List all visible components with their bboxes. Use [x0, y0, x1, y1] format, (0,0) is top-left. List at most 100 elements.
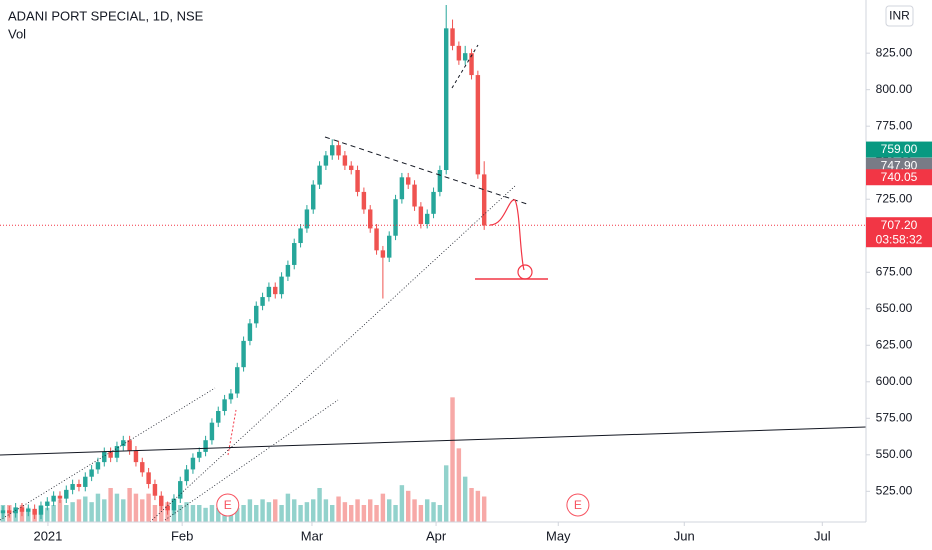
candle-body [184, 469, 189, 482]
volume-bar [184, 502, 189, 522]
candle-body [209, 422, 215, 441]
candle-body [285, 264, 291, 277]
candle-body [7, 510, 12, 514]
horizontal-trend-line [0, 426, 867, 456]
freehand [489, 199, 525, 271]
candle-body [431, 191, 436, 214]
candle-body [159, 495, 164, 506]
candle-body [361, 191, 367, 210]
candle-body [197, 451, 202, 458]
price-tag [866, 141, 932, 158]
volume-bar [178, 505, 183, 522]
candle-body [481, 174, 487, 226]
trend-line [0, 387, 216, 521]
volume-bar [254, 505, 259, 522]
candle-body [450, 28, 455, 46]
candle-body [190, 457, 196, 470]
volume-bar [475, 490, 481, 522]
volume-bar [399, 485, 405, 522]
volume-bar [330, 505, 335, 522]
candle-body [475, 75, 481, 175]
volume-bar [424, 499, 430, 522]
volume-label: Vol [8, 26, 26, 41]
candle-body [380, 250, 386, 258]
candle-body [51, 495, 56, 502]
y-tick-label: 525.00 [876, 484, 913, 498]
price-tag [866, 169, 932, 186]
candle-body [469, 53, 474, 76]
candle-body [76, 484, 82, 487]
candle-body [336, 145, 341, 156]
candle-body [127, 440, 132, 451]
candle-body [203, 440, 208, 452]
candle-body [386, 235, 392, 258]
candle-body [349, 165, 354, 171]
candle-body [241, 340, 246, 368]
candle-body [57, 495, 63, 499]
candle-body [108, 451, 113, 458]
candle-body [171, 498, 177, 511]
volume-bar [279, 505, 284, 522]
candle-body [374, 228, 379, 251]
y-tick-label: 725.00 [876, 191, 913, 205]
y-tick-label: 625.00 [876, 337, 913, 351]
currency-label[interactable]: INR [889, 9, 910, 23]
volume-bar [57, 499, 63, 522]
currency-badge[interactable] [885, 5, 914, 27]
volume-bar [260, 499, 265, 522]
volume-bar [203, 507, 208, 522]
earnings-marker [216, 493, 240, 517]
candle-body [412, 184, 417, 207]
volume-bar [437, 505, 443, 522]
candle-body [140, 462, 145, 473]
volume-bar [190, 505, 196, 522]
volume-bar [450, 397, 455, 522]
candle-body [260, 297, 265, 306]
x-tick-label: Jun [674, 528, 695, 543]
volume-bar [102, 499, 107, 522]
candle-body [0, 510, 6, 514]
volume-bar [374, 505, 379, 522]
candle-body [462, 53, 468, 61]
candle-body [45, 501, 50, 506]
volume-bar [462, 476, 468, 522]
candle-body [70, 484, 75, 490]
trend-line [164, 399, 339, 521]
volume-bar [368, 499, 373, 522]
volume-bar [209, 505, 215, 522]
candle-body [298, 228, 303, 244]
volume-bar [241, 505, 246, 522]
candle-body [317, 165, 322, 185]
candle-body [64, 489, 69, 499]
candle-body [95, 462, 101, 470]
volume-bar [197, 505, 202, 522]
candle-body [393, 199, 398, 236]
price-tag-label: 740.05 [881, 170, 918, 184]
marker-line [451, 44, 479, 89]
drawings [0, 44, 867, 523]
candle-body [216, 410, 221, 423]
volume-bar [114, 493, 120, 522]
volume-bar [266, 502, 272, 522]
y-tick-label: 600.00 [876, 374, 913, 388]
volume-bar [431, 502, 436, 522]
volume-bar [317, 488, 322, 522]
volume-bar [83, 496, 88, 522]
volume-bar [361, 505, 367, 522]
volume-bar [108, 488, 113, 522]
volume-bar [469, 488, 474, 522]
candle-body [247, 323, 253, 341]
volume-bar [418, 505, 424, 522]
volume-bar [443, 465, 449, 522]
volume-bar [127, 488, 132, 522]
volume-bar [412, 499, 417, 522]
volume-bar [405, 490, 411, 522]
volume-bar [140, 499, 145, 522]
candle-body [266, 286, 272, 298]
candle-body [235, 367, 240, 394]
candle-body [304, 209, 310, 229]
candle-body [83, 476, 88, 487]
volume-bar [146, 493, 151, 522]
candle-body [38, 505, 44, 515]
